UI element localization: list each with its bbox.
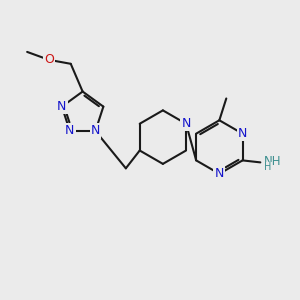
Text: H: H	[264, 162, 272, 172]
Text: N: N	[65, 124, 74, 137]
Text: N: N	[215, 167, 224, 180]
Text: O: O	[44, 53, 54, 66]
Text: N: N	[238, 127, 247, 140]
Text: N: N	[91, 124, 100, 137]
Text: N: N	[182, 117, 191, 130]
Text: NH: NH	[264, 155, 282, 168]
Text: N: N	[57, 100, 67, 113]
